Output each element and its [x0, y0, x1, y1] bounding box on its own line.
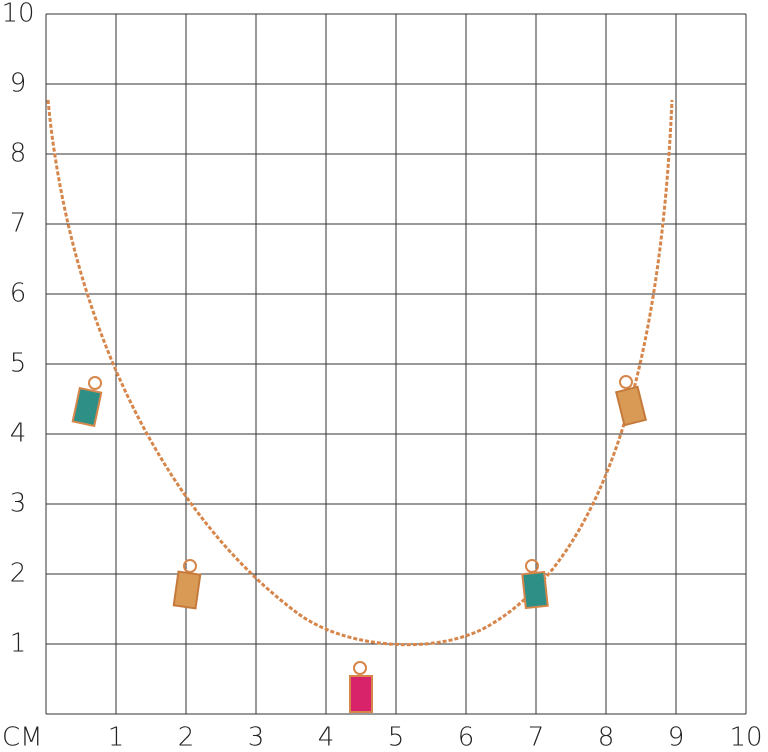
x-label: 2	[178, 723, 195, 752]
y-label: 5	[10, 349, 27, 379]
y-label: 1	[10, 629, 27, 659]
y-label: 7	[10, 209, 27, 239]
y-label: 9	[10, 69, 27, 99]
unit-label: СМ	[2, 723, 43, 752]
x-label: 4	[318, 723, 335, 752]
x-label: 1	[108, 723, 125, 752]
y-label: 2	[10, 559, 27, 589]
grid	[45, 13, 747, 715]
y-label: 4	[10, 419, 27, 449]
gem	[349, 661, 373, 713]
y-label: 8	[10, 139, 27, 169]
x-label: 3	[248, 723, 265, 752]
y-label: 6	[10, 279, 27, 309]
gem	[615, 375, 647, 427]
x-label: 9	[668, 723, 685, 752]
gem	[172, 559, 202, 610]
x-label: 5	[388, 723, 405, 752]
gem	[521, 559, 549, 610]
y-label: 3	[10, 489, 27, 519]
x-label: 6	[458, 723, 475, 752]
chain	[46, 99, 674, 647]
x-label: 10	[729, 723, 762, 752]
necklace	[46, 99, 674, 713]
gem	[71, 376, 103, 428]
x-label: 7	[528, 723, 545, 752]
y-label: 10	[1, 0, 34, 29]
x-label: 8	[598, 723, 615, 752]
